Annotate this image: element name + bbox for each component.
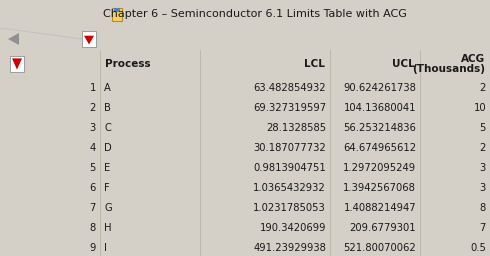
Text: A: A (104, 83, 111, 93)
Polygon shape (84, 36, 94, 45)
FancyBboxPatch shape (82, 31, 96, 47)
Text: I: I (104, 243, 107, 253)
Text: ACG
(Thousands): ACG (Thousands) (412, 54, 485, 74)
Text: 1: 1 (90, 83, 96, 93)
Polygon shape (8, 33, 19, 45)
Text: 10: 10 (473, 103, 486, 113)
Text: 69.327319597: 69.327319597 (253, 103, 326, 113)
Text: Chapter 6 – Seminconductor 6.1 Limits Table with ACG: Chapter 6 – Seminconductor 6.1 Limits Ta… (103, 9, 407, 19)
Text: 8: 8 (480, 203, 486, 213)
Text: 4: 4 (90, 143, 96, 153)
Text: 28.1328585: 28.1328585 (266, 123, 326, 133)
Text: 2: 2 (90, 103, 96, 113)
Text: 5: 5 (480, 123, 486, 133)
Text: D: D (104, 143, 112, 153)
Text: 1.4088214947: 1.4088214947 (343, 203, 416, 213)
Text: B: B (104, 103, 111, 113)
Text: 8: 8 (90, 223, 96, 233)
Text: 190.3420699: 190.3420699 (260, 223, 326, 233)
Polygon shape (12, 58, 22, 70)
Text: 0.9813904751: 0.9813904751 (253, 163, 326, 173)
Text: 64.674965612: 64.674965612 (343, 143, 416, 153)
Text: 7: 7 (90, 203, 96, 213)
Text: 3: 3 (90, 123, 96, 133)
Text: 3: 3 (480, 163, 486, 173)
Text: 209.6779301: 209.6779301 (349, 223, 416, 233)
Text: G: G (104, 203, 112, 213)
Text: LCL: LCL (304, 59, 325, 69)
Text: 3: 3 (480, 183, 486, 193)
Text: C: C (104, 123, 111, 133)
Text: 6: 6 (90, 183, 96, 193)
Text: 1.3942567068: 1.3942567068 (343, 183, 416, 193)
Text: 0.5: 0.5 (470, 243, 486, 253)
Text: 521.80070062: 521.80070062 (343, 243, 416, 253)
Text: 1.2972095249: 1.2972095249 (343, 163, 416, 173)
FancyBboxPatch shape (112, 8, 122, 21)
Text: 63.482854932: 63.482854932 (253, 83, 326, 93)
Text: F: F (104, 183, 110, 193)
FancyBboxPatch shape (10, 56, 24, 72)
Text: 5: 5 (90, 163, 96, 173)
Text: 90.624261738: 90.624261738 (343, 83, 416, 93)
Text: E: E (104, 163, 110, 173)
Text: 1.0365432932: 1.0365432932 (253, 183, 326, 193)
Text: 104.13680041: 104.13680041 (343, 103, 416, 113)
FancyBboxPatch shape (114, 8, 120, 12)
Text: 30.187077732: 30.187077732 (253, 143, 326, 153)
Text: 2: 2 (480, 143, 486, 153)
Text: 1.0231785053: 1.0231785053 (253, 203, 326, 213)
Text: 56.253214836: 56.253214836 (343, 123, 416, 133)
Text: UCL: UCL (392, 59, 415, 69)
Text: 491.23929938: 491.23929938 (253, 243, 326, 253)
Text: 2: 2 (480, 83, 486, 93)
Text: 9: 9 (90, 243, 96, 253)
Text: H: H (104, 223, 112, 233)
Text: 7: 7 (480, 223, 486, 233)
Text: Process: Process (105, 59, 150, 69)
